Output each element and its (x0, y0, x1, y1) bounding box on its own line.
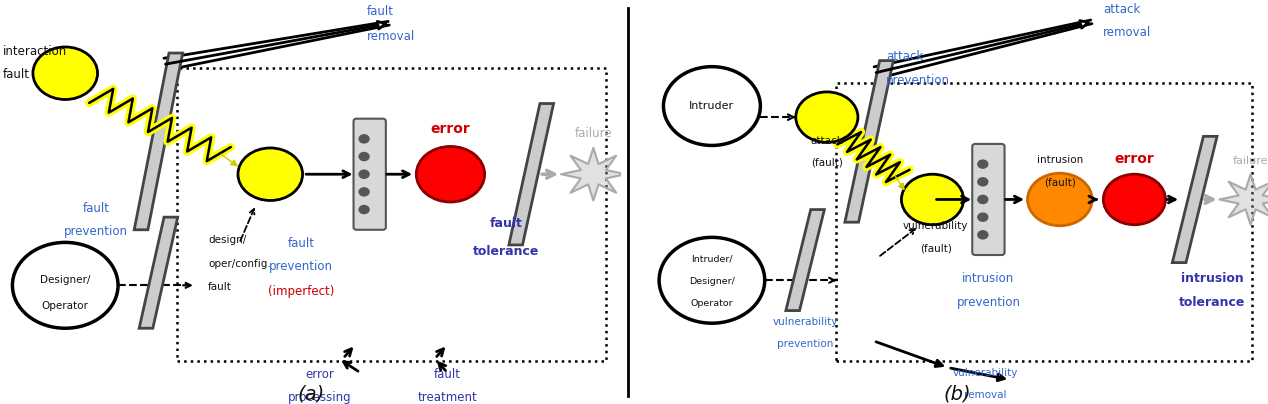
Circle shape (978, 160, 988, 168)
Polygon shape (1173, 137, 1217, 263)
Text: (fault): (fault) (812, 158, 843, 168)
Text: fault: fault (366, 5, 393, 18)
Circle shape (1103, 174, 1165, 225)
Circle shape (978, 231, 988, 239)
Text: treatment: treatment (417, 391, 477, 404)
Text: interaction: interaction (3, 45, 67, 58)
Text: processing: processing (288, 391, 351, 404)
Text: failure: failure (1232, 156, 1268, 166)
Text: fault: fault (208, 282, 232, 292)
Text: fault: fault (288, 237, 314, 250)
Text: attack: attack (810, 137, 843, 147)
Circle shape (978, 213, 988, 221)
Polygon shape (508, 103, 554, 245)
Text: (imperfect): (imperfect) (268, 285, 335, 298)
FancyBboxPatch shape (973, 144, 1004, 255)
Text: removal: removal (964, 390, 1007, 400)
Circle shape (359, 152, 369, 160)
Text: tolerance: tolerance (1179, 296, 1245, 309)
Text: error: error (306, 368, 335, 381)
Text: Operator: Operator (42, 301, 89, 311)
Text: Operator: Operator (691, 299, 733, 308)
Text: fault: fault (82, 202, 110, 215)
Text: failure: failure (574, 127, 612, 140)
Text: (fault): (fault) (1044, 178, 1075, 188)
Circle shape (416, 147, 484, 202)
Circle shape (13, 242, 118, 328)
Text: vulnerability: vulnerability (903, 221, 969, 231)
Text: prevention: prevention (956, 296, 1021, 309)
Circle shape (33, 47, 98, 99)
Circle shape (359, 170, 369, 178)
Text: fault: fault (489, 217, 522, 230)
Text: prevention: prevention (777, 339, 833, 349)
Polygon shape (139, 217, 178, 328)
Circle shape (359, 135, 369, 143)
Circle shape (659, 237, 765, 323)
Circle shape (796, 92, 858, 143)
Text: Designer/: Designer/ (689, 277, 735, 286)
Circle shape (978, 178, 988, 186)
Text: error: error (431, 122, 470, 137)
Polygon shape (844, 61, 894, 222)
Text: intrusion: intrusion (1181, 272, 1244, 285)
Circle shape (663, 67, 761, 145)
Circle shape (978, 196, 988, 204)
Text: design/: design/ (208, 235, 246, 245)
Text: removal: removal (1103, 26, 1151, 39)
Circle shape (238, 148, 303, 200)
Polygon shape (134, 53, 183, 230)
Text: tolerance: tolerance (473, 244, 540, 258)
Circle shape (1027, 173, 1092, 226)
FancyBboxPatch shape (354, 119, 385, 230)
Text: (fault): (fault) (919, 244, 951, 254)
Bar (178, 68, 606, 361)
Text: prevention: prevention (65, 225, 128, 238)
Circle shape (902, 174, 964, 225)
Circle shape (359, 206, 369, 214)
Text: attack: attack (1103, 3, 1141, 16)
Text: attack: attack (886, 50, 923, 63)
Text: (b): (b) (943, 385, 971, 404)
Text: fault: fault (3, 68, 30, 81)
Text: fault: fault (434, 368, 460, 381)
Text: intrusion: intrusion (1037, 155, 1083, 165)
Polygon shape (1220, 174, 1268, 225)
Text: vulnerability: vulnerability (772, 317, 838, 327)
Text: prevention: prevention (269, 260, 333, 273)
Text: error: error (1115, 152, 1154, 166)
Text: Designer/: Designer/ (41, 275, 90, 285)
Polygon shape (560, 148, 625, 200)
Text: oper/config.: oper/config. (208, 259, 271, 269)
Polygon shape (786, 210, 824, 311)
Text: vulnerability: vulnerability (952, 368, 1018, 378)
Bar (836, 83, 1253, 361)
Text: intrusion: intrusion (962, 272, 1014, 285)
Text: removal: removal (366, 30, 415, 43)
Circle shape (359, 188, 369, 196)
Text: Intruder/: Intruder/ (691, 255, 733, 263)
Text: (a): (a) (297, 385, 325, 404)
Text: Intruder: Intruder (690, 101, 734, 111)
Text: prevention: prevention (886, 74, 950, 87)
